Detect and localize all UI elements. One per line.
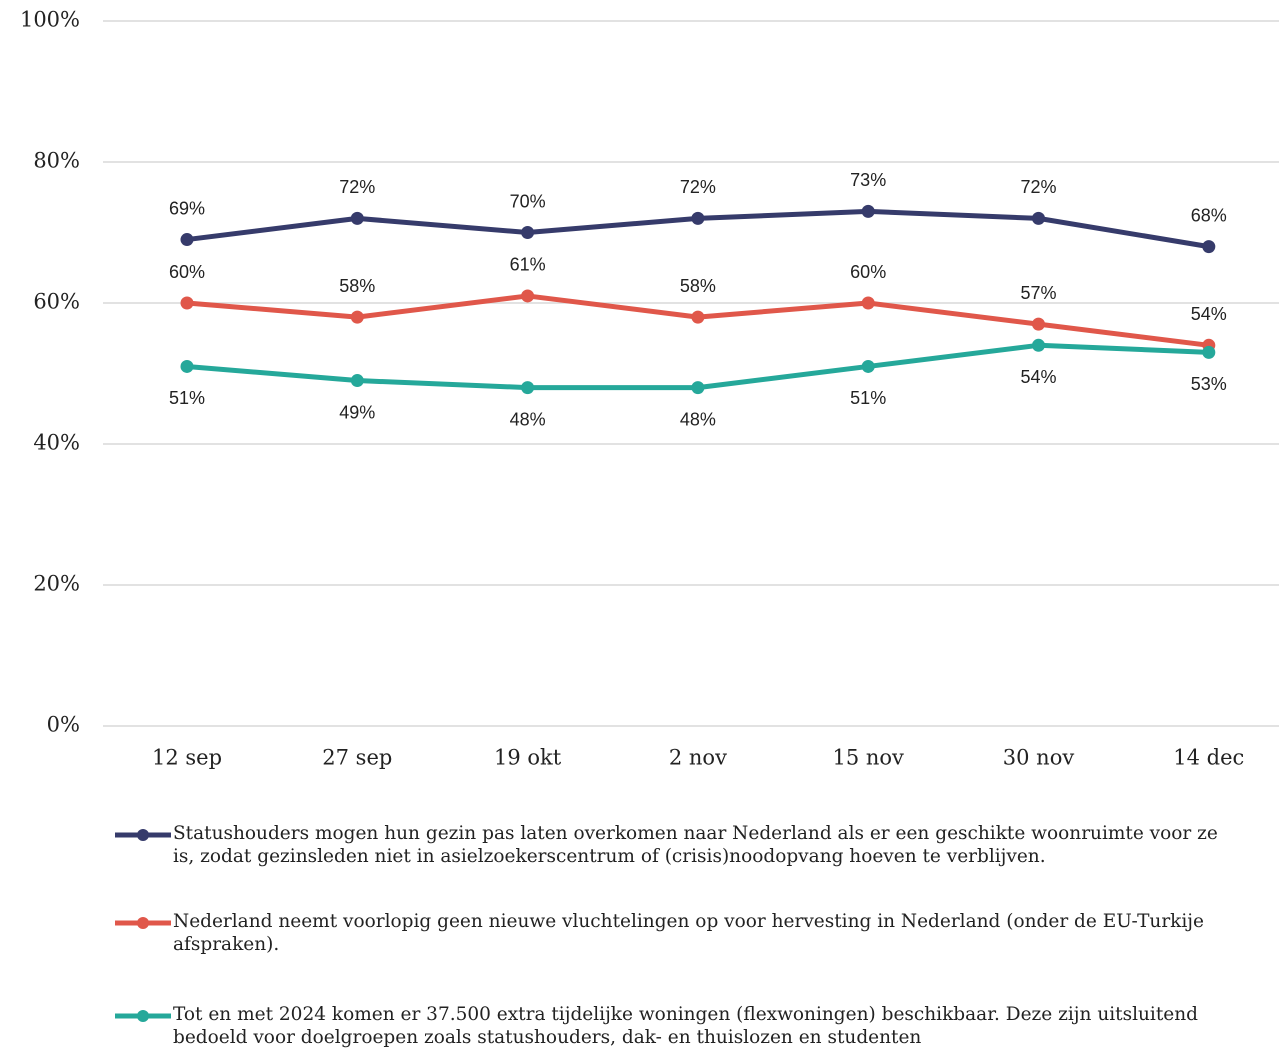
data-point — [1032, 338, 1045, 352]
data-point — [350, 374, 364, 388]
legend-label: Statushouders mogen hun gezin pas laten … — [173, 823, 1218, 867]
data-label: 51% — [850, 388, 886, 408]
data-point — [861, 204, 875, 218]
data-label: 72% — [680, 177, 716, 197]
data-label: 72% — [1020, 177, 1056, 197]
x-tick-label: 15 nov — [832, 746, 904, 770]
legend-swatch — [115, 829, 171, 841]
x-tick-label: 12 sep — [152, 746, 222, 770]
data-point — [1032, 317, 1045, 331]
data-point — [691, 310, 705, 324]
data-label: 73% — [850, 170, 886, 190]
x-tick-label: 14 dec — [1173, 746, 1244, 770]
data-point — [861, 359, 875, 373]
data-label: 54% — [1191, 304, 1227, 324]
legend-swatch — [115, 1010, 171, 1022]
x-tick-label: 19 okt — [494, 746, 562, 770]
x-tick-label: 2 nov — [669, 746, 727, 770]
data-label: 48% — [680, 409, 716, 429]
data-label: 53% — [1191, 374, 1227, 394]
legend-marker — [137, 1010, 149, 1022]
legend-label: Nederland neemt voorlopig geen nieuwe vl… — [173, 911, 1204, 955]
data-label: 58% — [339, 276, 375, 296]
data-label: 68% — [1191, 205, 1227, 225]
data-label: 58% — [680, 276, 716, 296]
y-tick-label: 100% — [20, 8, 80, 32]
data-label: 60% — [850, 262, 886, 282]
data-point — [521, 289, 535, 303]
y-tick-label: 60% — [33, 290, 80, 314]
y-tick-label: 40% — [33, 431, 80, 455]
data-label: 51% — [169, 388, 205, 408]
x-tick-label: 30 nov — [1003, 746, 1075, 770]
data-label: 48% — [510, 409, 546, 429]
y-tick-label: 20% — [33, 572, 80, 596]
data-point — [861, 296, 875, 310]
data-point — [691, 381, 705, 395]
data-label: 54% — [1020, 367, 1056, 387]
legend-marker — [137, 829, 149, 841]
legend-item: Statushouders mogen hun gezin pas laten … — [115, 822, 1235, 868]
data-point — [180, 233, 194, 247]
data-label: 49% — [339, 402, 375, 422]
data-point — [521, 226, 535, 239]
data-label: 57% — [1020, 283, 1056, 303]
legend-swatch — [115, 917, 171, 929]
data-point — [1202, 345, 1216, 359]
data-point — [1032, 211, 1045, 225]
data-label: 60% — [169, 262, 205, 282]
legend-marker — [137, 917, 149, 929]
data-point — [350, 310, 364, 324]
data-point — [180, 359, 194, 373]
x-tick-label: 27 sep — [322, 746, 392, 770]
chart: 0% 20% 40% 60% 80% 100% 12 sep 27 sep 19 okt 2 no… — [20, 8, 1279, 770]
data-point — [1202, 240, 1216, 254]
data-label: 70% — [510, 191, 546, 211]
data-point — [691, 211, 705, 225]
data-point — [350, 211, 364, 225]
y-tick-label: 0% — [47, 713, 80, 737]
legend-label: Tot en met 2024 komen er 37.500 extra ti… — [173, 1004, 1198, 1048]
data-point — [521, 381, 535, 395]
legend-item: Tot en met 2024 komen er 37.500 extra ti… — [115, 1003, 1235, 1049]
data-label: 61% — [510, 255, 546, 275]
y-tick-label: 80% — [33, 149, 80, 173]
legend-item: Nederland neemt voorlopig geen nieuwe vl… — [115, 910, 1235, 956]
data-label: 72% — [339, 177, 375, 197]
data-label: 69% — [169, 198, 205, 218]
data-point — [180, 296, 194, 310]
